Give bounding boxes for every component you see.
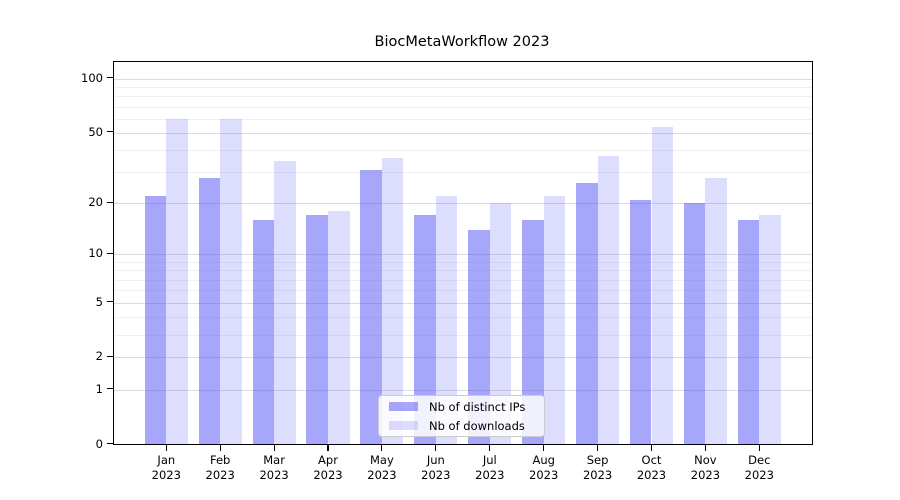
- x-tick-sep: [597, 445, 599, 451]
- gridline-major-10: [114, 254, 812, 256]
- x-tick-label-mar: Mar 2023: [259, 453, 289, 482]
- gridline-minor-9: [114, 262, 812, 263]
- y-tick-label-10: 10: [88, 246, 103, 261]
- x-tick-label-aug: Aug 2023: [529, 453, 559, 482]
- y-tick-label-20: 20: [88, 195, 103, 210]
- bar-ips-mar: [252, 219, 275, 444]
- bar-downloads-aug: [543, 196, 566, 444]
- legend-item-downloads: Nb of downloads: [389, 419, 544, 433]
- x-tick-feb: [219, 445, 221, 451]
- bar-ips-jun: [414, 215, 436, 444]
- gridline-minor-7: [114, 279, 812, 281]
- y-tick-0: [107, 442, 113, 445]
- legend-swatch-downloads: [389, 421, 418, 430]
- x-tick-may: [381, 445, 383, 451]
- bar-ips-may: [360, 169, 382, 444]
- chart-title: BiocMetaWorkflow 2023: [374, 34, 550, 50]
- y-tick-2: [107, 355, 113, 357]
- y-tick-1: [107, 388, 113, 390]
- x-tick-mar: [273, 445, 275, 451]
- x-tick-label-jun: Jun 2023: [421, 453, 451, 482]
- legend-item-distinct-ips: Nb of distinct IPs: [389, 400, 544, 414]
- y-tick-label-1: 1: [95, 381, 103, 396]
- x-tick-label-nov: Nov 2023: [690, 453, 721, 482]
- y-tick-label-2: 2: [95, 349, 103, 364]
- bar-downloads-mar: [274, 160, 296, 444]
- bar-ips-apr: [306, 215, 328, 444]
- y-tick-10: [107, 252, 113, 254]
- bar-downloads-may: [381, 158, 404, 444]
- bar-downloads-jul: [489, 203, 512, 444]
- y-tick-label-100: 100: [81, 70, 103, 85]
- x-tick-label-sep: Sep 2023: [582, 453, 613, 482]
- x-tick-label-may: May 2023: [367, 453, 397, 482]
- legend: Nb of distinct IPs Nb of downloads: [378, 395, 545, 437]
- bar-ips-jul: [468, 229, 490, 444]
- y-tick-5: [107, 300, 113, 303]
- bar-ips-feb: [198, 177, 221, 444]
- y-tick-label-5: 5: [95, 294, 103, 309]
- bar-downloads-dec: [759, 215, 781, 444]
- gridline-major-50: [114, 132, 812, 134]
- x-tick-oct: [650, 445, 653, 451]
- bar-downloads-sep: [597, 156, 620, 444]
- bar-downloads-jun: [435, 196, 458, 444]
- bar-ips-sep: [576, 183, 598, 444]
- x-tick-label-jul: Jul 2023: [475, 453, 505, 482]
- gridline-minor-60: [114, 118, 812, 120]
- bar-ips-nov: [683, 203, 706, 444]
- x-tick-label-feb: Feb 2023: [205, 453, 235, 482]
- bar-downloads-feb: [220, 118, 242, 444]
- x-tick-label-apr: Apr 2023: [313, 453, 343, 482]
- y-tick-label-50: 50: [88, 124, 103, 139]
- legend-label-downloads: Nb of downloads: [429, 418, 525, 433]
- x-tick-jan: [165, 445, 167, 451]
- gridline-minor-8: [114, 270, 812, 272]
- bar-downloads-nov: [705, 177, 727, 444]
- gridline-minor-40: [114, 150, 812, 152]
- gridline-minor-3: [114, 334, 812, 336]
- gridline-major-2: [114, 357, 812, 359]
- y-tick-50: [107, 131, 113, 133]
- x-tick-apr: [327, 445, 329, 451]
- x-tick-nov: [704, 445, 706, 451]
- gridline-minor-80: [114, 96, 812, 98]
- gridline-major-100: [114, 78, 812, 80]
- bar-downloads-oct: [651, 126, 674, 444]
- gridline-major-5: [114, 302, 812, 304]
- y-tick-label-0: 0: [95, 436, 103, 451]
- bar-ips-aug: [522, 219, 544, 444]
- gridline-minor-70: [114, 106, 812, 108]
- x-tick-dec: [758, 445, 760, 451]
- x-tick-label-dec: Dec 2023: [744, 453, 774, 482]
- y-tick-100: [107, 77, 113, 79]
- x-tick-jun: [435, 445, 437, 451]
- plot-area: Nb of distinct IPs Nb of downloads: [113, 61, 813, 445]
- y-tick-20: [107, 201, 113, 203]
- gridline-minor-4: [114, 316, 812, 318]
- bar-downloads-apr: [328, 211, 350, 444]
- gridline-major-1: [114, 389, 812, 391]
- gridline-minor-6: [114, 290, 812, 292]
- bar-downloads-jan: [166, 118, 188, 444]
- legend-swatch-distinct-ips: [389, 402, 418, 411]
- bar-ips-jan: [144, 196, 167, 444]
- x-tick-aug: [543, 445, 545, 451]
- gridline-minor-90: [114, 87, 812, 88]
- gridline-major-20: [114, 203, 812, 205]
- gridline-minor-30: [114, 172, 812, 174]
- x-tick-label-jan: Jan 2023: [151, 453, 181, 482]
- x-tick-label-oct: Oct 2023: [636, 453, 667, 482]
- bar-ips-oct: [629, 199, 652, 444]
- x-tick-jul: [489, 445, 491, 451]
- legend-label-distinct-ips: Nb of distinct IPs: [429, 399, 526, 414]
- bar-ips-dec: [737, 219, 760, 444]
